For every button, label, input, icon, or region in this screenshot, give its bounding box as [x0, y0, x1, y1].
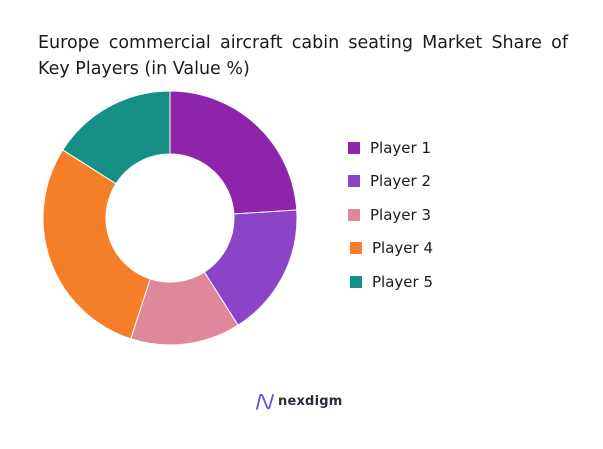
legend-swatch: [348, 209, 360, 221]
legend-label: Player 3: [370, 206, 431, 224]
chart-title: Europe commercial aircraft cabin seating…: [38, 33, 568, 79]
donut-chart: [42, 90, 298, 346]
brand-name: nexdigm: [278, 394, 343, 409]
legend-label: Player 4: [372, 239, 433, 257]
legend-swatch: [348, 175, 360, 187]
pie-slice-player-4: [42, 149, 151, 340]
legend-swatch: [350, 276, 362, 288]
pie-slice-player-5: [62, 90, 171, 185]
nexdigm-logo-icon: [256, 394, 274, 410]
legend-swatch: [350, 242, 362, 254]
legend-label: Player 5: [372, 273, 433, 291]
pie-slice-player-1: [169, 90, 298, 215]
legend-label: Player 2: [370, 172, 431, 190]
legend-label: Player 1: [370, 139, 431, 157]
legend-swatch: [348, 142, 360, 154]
